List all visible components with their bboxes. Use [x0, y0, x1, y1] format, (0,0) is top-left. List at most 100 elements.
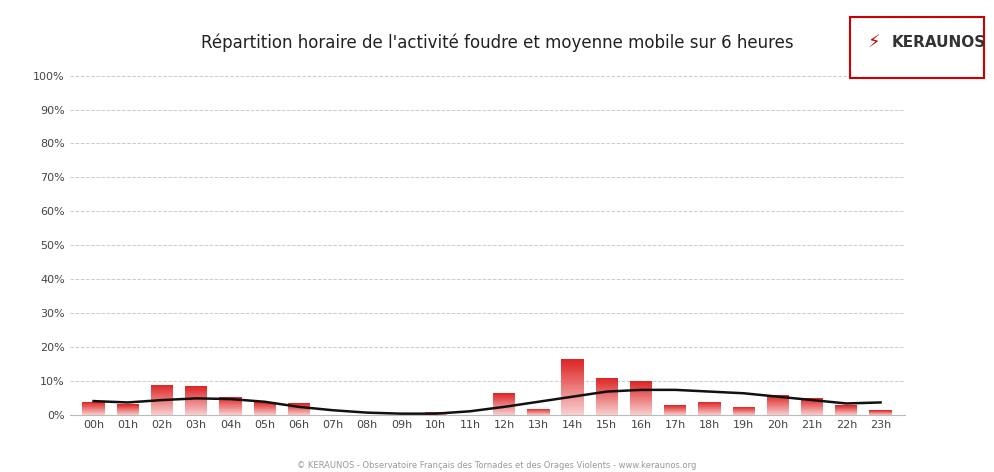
Bar	[185, 413, 208, 414]
Bar	[562, 390, 583, 391]
Bar	[595, 383, 618, 384]
Bar	[151, 405, 173, 406]
Bar	[185, 390, 208, 391]
Bar	[630, 410, 652, 411]
Bar	[595, 408, 618, 409]
Bar	[630, 405, 652, 406]
Bar	[185, 399, 208, 400]
Bar	[185, 394, 208, 395]
Bar	[595, 411, 618, 412]
Bar	[562, 394, 583, 395]
Bar	[151, 406, 173, 407]
Bar	[185, 402, 208, 403]
Bar	[185, 392, 208, 393]
Bar	[562, 412, 583, 413]
Bar	[151, 391, 173, 392]
Bar	[151, 403, 173, 404]
Bar	[562, 400, 583, 401]
Bar	[595, 382, 618, 383]
Bar	[595, 399, 618, 400]
Bar	[562, 389, 583, 390]
Bar	[562, 360, 583, 361]
Bar	[562, 403, 583, 404]
Bar	[562, 364, 583, 365]
Bar	[630, 407, 652, 408]
Bar	[185, 403, 208, 404]
Bar	[185, 398, 208, 399]
Bar	[562, 383, 583, 384]
Bar	[630, 382, 652, 383]
Bar	[630, 395, 652, 396]
Bar	[595, 380, 618, 381]
Bar	[151, 413, 173, 414]
Bar	[562, 406, 583, 407]
Bar	[151, 402, 173, 403]
Bar	[151, 396, 173, 397]
Bar	[151, 397, 173, 398]
Bar	[562, 377, 583, 378]
Text: ⚡: ⚡	[868, 34, 881, 51]
Bar	[595, 384, 618, 385]
Bar	[595, 407, 618, 408]
Bar	[562, 381, 583, 382]
Bar	[595, 391, 618, 392]
Bar	[595, 388, 618, 389]
Bar	[630, 401, 652, 402]
Bar	[630, 412, 652, 413]
Bar	[595, 389, 618, 390]
Bar	[595, 386, 618, 387]
Bar	[562, 395, 583, 396]
Bar	[562, 369, 583, 370]
Bar	[185, 412, 208, 413]
Bar	[151, 393, 173, 394]
Bar	[595, 387, 618, 388]
Bar	[562, 398, 583, 399]
Bar	[595, 395, 618, 396]
Bar	[185, 404, 208, 405]
Bar	[562, 373, 583, 374]
Bar	[185, 388, 208, 389]
Bar	[562, 393, 583, 394]
Bar	[630, 381, 652, 382]
Bar	[562, 391, 583, 392]
Bar	[630, 409, 652, 410]
Bar	[151, 385, 173, 386]
Bar	[151, 409, 173, 410]
Bar	[562, 401, 583, 402]
Bar	[630, 402, 652, 403]
Bar	[595, 402, 618, 403]
Bar	[151, 394, 173, 395]
Bar	[595, 409, 618, 410]
Bar	[562, 362, 583, 363]
Bar	[562, 384, 583, 385]
Bar	[595, 396, 618, 397]
Bar	[562, 379, 583, 380]
Bar	[630, 398, 652, 399]
Bar	[185, 396, 208, 397]
Bar	[630, 408, 652, 409]
Bar	[595, 397, 618, 398]
Text: © KERAUNOS - Observatoire Français des Tornades et des Orages Violents - www.ker: © KERAUNOS - Observatoire Français des T…	[297, 461, 697, 470]
Bar	[562, 372, 583, 373]
Text: KERAUNOS: KERAUNOS	[892, 35, 986, 50]
Bar	[630, 397, 652, 398]
Bar	[595, 379, 618, 380]
Bar	[595, 400, 618, 401]
Bar	[562, 363, 583, 364]
Bar	[151, 400, 173, 401]
Bar	[185, 411, 208, 412]
Bar	[595, 394, 618, 395]
Bar	[185, 407, 208, 408]
Bar	[151, 389, 173, 390]
Bar	[562, 408, 583, 409]
Bar	[562, 405, 583, 406]
Bar	[151, 390, 173, 391]
Bar	[630, 387, 652, 388]
Text: Répartition horaire de l'activité foudre et moyenne mobile sur 6 heures: Répartition horaire de l'activité foudre…	[201, 33, 793, 51]
Bar	[562, 378, 583, 379]
Bar	[562, 410, 583, 411]
Bar	[562, 361, 583, 362]
Bar	[562, 382, 583, 383]
Bar	[630, 388, 652, 389]
Bar	[630, 391, 652, 392]
